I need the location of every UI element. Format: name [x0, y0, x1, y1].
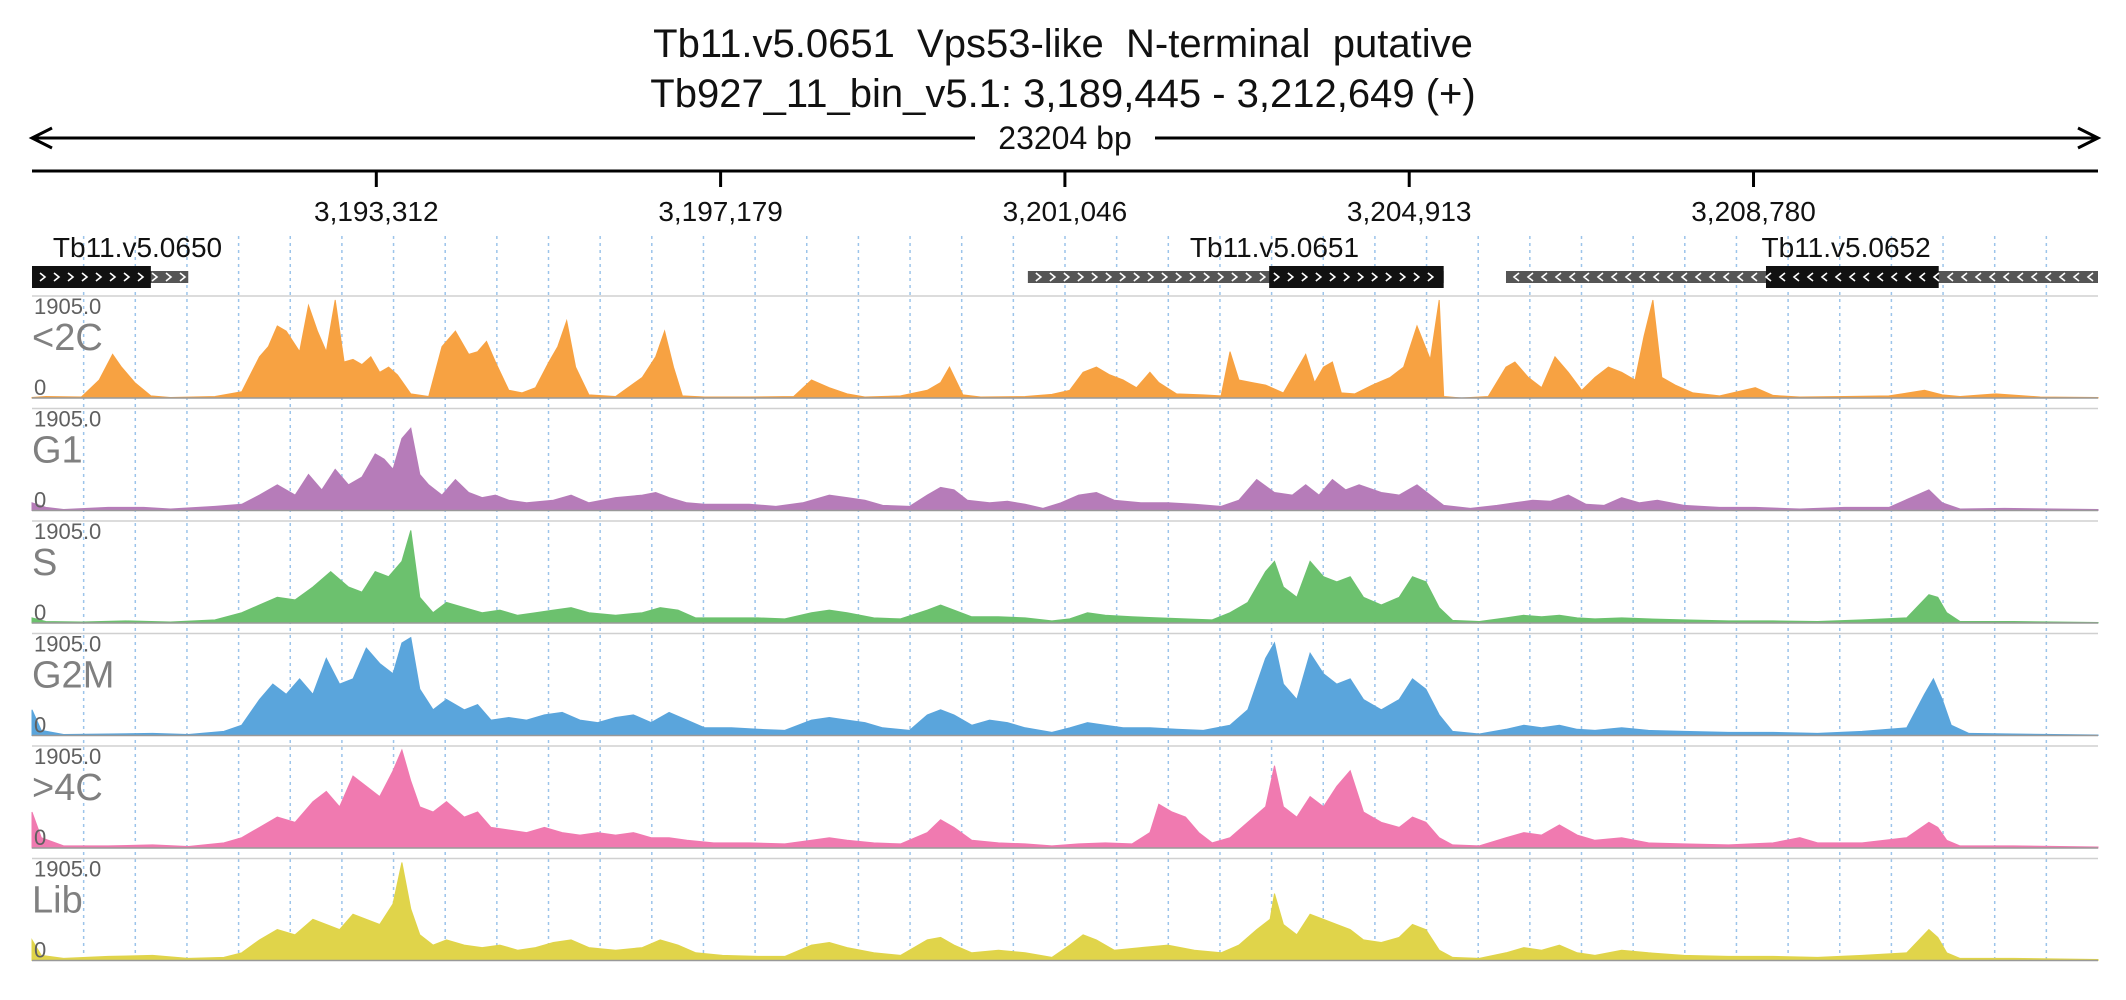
- gene-label: Tb11.v5.0651: [1190, 232, 1359, 263]
- gene-label: Tb11.v5.0652: [1762, 232, 1931, 263]
- coverage-area: [31, 636, 2099, 736]
- track-name: >4C: [32, 767, 103, 809]
- span-arrowhead-left: [28, 126, 53, 150]
- track-name: G1: [32, 430, 83, 472]
- axis-tick-label: 3,201,046: [1003, 196, 1128, 227]
- chart-subtitle: Tb927_11_bin_v5.1: 3,189,445 - 3,212,649…: [650, 72, 1476, 116]
- gene-cds: [1765, 266, 1939, 288]
- coordinate-axis: 3,193,312 3,197,179 3,201,046 3,204,913 3,20…: [32, 169, 2098, 227]
- track-name: S: [32, 542, 57, 584]
- track-ymax-label: 1905.0: [34, 857, 101, 882]
- axis-tick-label: 3,204,913: [1347, 196, 1472, 227]
- span-label: 23204 bp: [998, 120, 1131, 156]
- coverage-area: [31, 862, 2099, 961]
- coverage-area: [31, 530, 2099, 624]
- axis-tick-label: 3,197,179: [658, 196, 783, 227]
- track-ymax-label: 1905.0: [34, 294, 101, 319]
- gene-strand-arrows: [1512, 272, 2094, 282]
- coverage-tracks: 1905.00<2C1905.00G11905.00S1905.00G2M190…: [31, 294, 2099, 963]
- gene-cds: [1269, 266, 1444, 288]
- track-name: <2C: [32, 317, 103, 359]
- chart-title: Tb11.v5.0651 Vps53-like N-terminal putat…: [653, 22, 1473, 66]
- track-name: G2M: [32, 655, 114, 697]
- coverage-area: [31, 748, 2099, 849]
- coverage-area: [31, 427, 2099, 511]
- span-ruler: 23204 bp: [28, 120, 2102, 156]
- track-zero-label: 0: [34, 713, 46, 738]
- track-zero-label: 0: [34, 375, 46, 400]
- gene-label: Tb11.v5.0650: [53, 232, 222, 263]
- track-zero-label: 0: [34, 488, 46, 513]
- gene-track: Tb11.v5.0650 Tb11.v5.0651 Tb11.v5.0652: [32, 232, 2098, 288]
- track-ymax-label: 1905.0: [34, 519, 101, 544]
- gene-strand-arrows: [39, 272, 187, 282]
- gene-cds: [32, 266, 151, 288]
- coverage-area: [31, 299, 2099, 399]
- track-ymax-label: 1905.0: [34, 744, 101, 769]
- axis-tick-label: 3,208,780: [1691, 196, 1816, 227]
- track-name: Lib: [32, 880, 83, 922]
- track-ymax-label: 1905.0: [34, 407, 101, 432]
- span-arrowhead-right: [2077, 126, 2102, 150]
- track-ymax-label: 1905.0: [34, 632, 101, 657]
- track-zero-label: 0: [34, 938, 46, 963]
- gene-strand-arrows: [1035, 272, 1435, 282]
- track-zero-label: 0: [34, 825, 46, 850]
- axis-tick-label: 3,193,312: [314, 196, 439, 227]
- track-zero-label: 0: [34, 600, 46, 625]
